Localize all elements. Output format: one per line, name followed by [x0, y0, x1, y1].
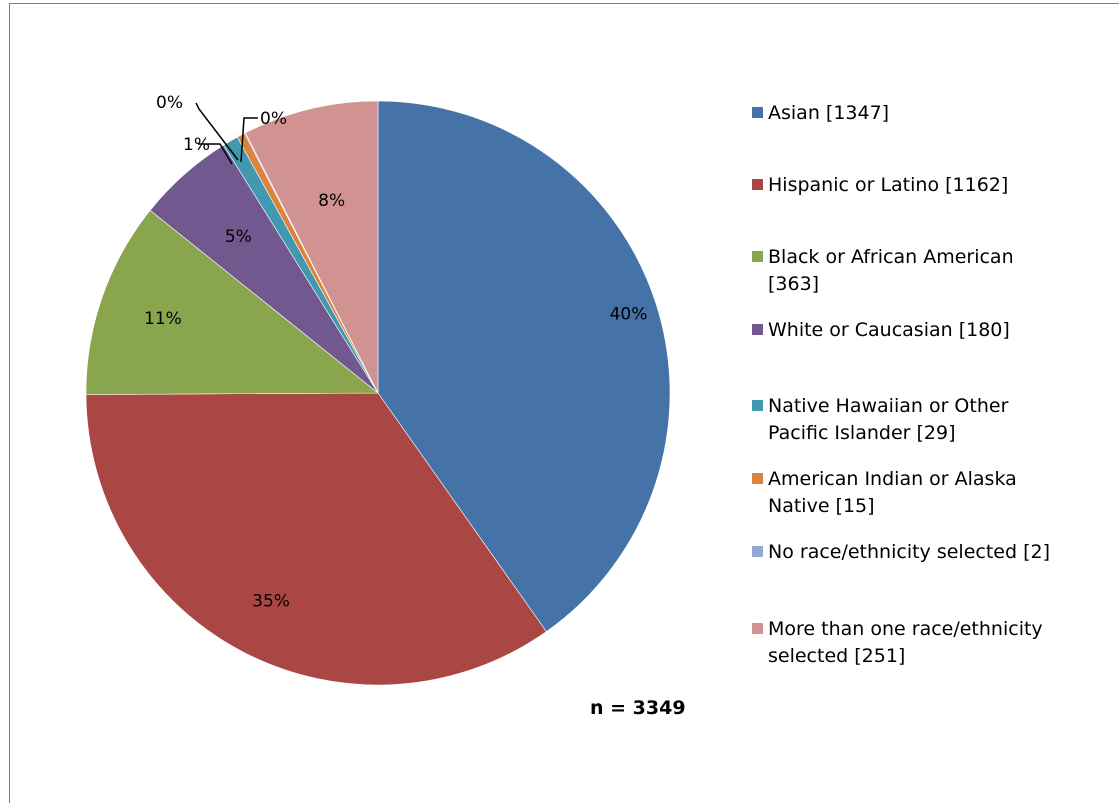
- legend-label-no-race: No race/ethnicity selected [2]: [768, 541, 1050, 563]
- slice-label-1: 35%: [252, 592, 290, 612]
- slice-label-5: 0%: [260, 109, 287, 129]
- legend-item-no-race: No race/ethnicity selected [2]: [752, 539, 1098, 566]
- leader-line-6: [195, 102, 239, 161]
- legend-swatch-native-hawaiian: [752, 400, 763, 411]
- pie-slice-7: [245, 100, 379, 394]
- legend-label-black: Black or African American [363]: [768, 246, 1014, 295]
- slice-label-3: 5%: [225, 227, 252, 247]
- slice-label-2: 11%: [144, 309, 182, 329]
- legend-item-hispanic: Hispanic or Latino [1162]: [752, 172, 1098, 199]
- legend-label-more-than-one: More than one race/ethnicity selected [2…: [768, 618, 1043, 667]
- legend-swatch-hispanic: [752, 179, 763, 190]
- slice-label-4: 1%: [183, 135, 210, 155]
- legend-label-asian: Asian [1347]: [768, 102, 890, 124]
- sample-size-label: n = 3349: [590, 697, 686, 719]
- legend-item-white: White or Caucasian [180]: [752, 317, 1098, 344]
- legend-item-asian: Asian [1347]: [752, 100, 1098, 127]
- pie-slice-1: [85, 392, 547, 686]
- legend-item-native-hawaiian: Native Hawaiian or Other Pacific Islande…: [752, 393, 1048, 447]
- legend-label-white: White or Caucasian [180]: [768, 319, 1010, 341]
- pie-slice-2: [85, 209, 379, 395]
- slice-label-7: 8%: [318, 191, 345, 211]
- legend-label-hispanic: Hispanic or Latino [1162]: [768, 174, 1009, 196]
- legend-swatch-white: [752, 324, 763, 335]
- legend-swatch-black: [752, 251, 763, 262]
- legend-swatch-more-than-one: [752, 623, 763, 634]
- leader-line-4: [198, 143, 233, 165]
- legend-swatch-american-indian: [752, 473, 763, 484]
- leader-line-5: [240, 117, 258, 163]
- pie-slice-0: [377, 100, 671, 633]
- legend-label-native-hawaiian: Native Hawaiian or Other Pacific Islande…: [768, 395, 1009, 444]
- legend-label-american-indian: American Indian or Alaska Native [15]: [768, 468, 1017, 517]
- legend-item-more-than-one: More than one race/ethnicity selected [2…: [752, 616, 1108, 670]
- legend-swatch-no-race: [752, 546, 763, 557]
- slice-label-0: 40%: [610, 305, 648, 325]
- legend-item-black: Black or African American [363]: [752, 244, 1068, 298]
- pie-chart: 40% 35% 11% 5% 1% 0% 0% 8%: [85, 93, 671, 686]
- legend-swatch-asian: [752, 107, 763, 118]
- chart-frame: [9, 3, 1119, 803]
- slice-label-6: 0%: [156, 93, 183, 113]
- legend-item-american-indian: American Indian or Alaska Native [15]: [752, 466, 1068, 520]
